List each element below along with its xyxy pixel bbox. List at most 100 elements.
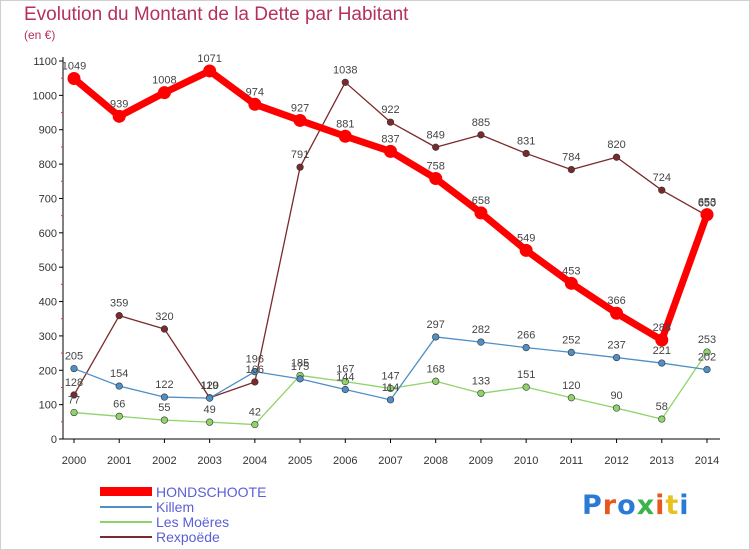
- x-tick-label: 2006: [333, 455, 357, 467]
- data-point: [203, 64, 217, 78]
- data-label: 167: [336, 364, 354, 376]
- data-point: [115, 412, 123, 420]
- x-tick-label: 2012: [604, 455, 628, 467]
- data-point: [658, 359, 666, 367]
- data-point: [384, 144, 397, 158]
- data-point: [251, 368, 259, 376]
- data-point: [296, 163, 304, 171]
- chart-title: Evolution du Montant de la Dette par Hab…: [24, 4, 409, 25]
- data-point: [67, 72, 81, 86]
- legend-swatch: [100, 505, 152, 508]
- data-label: 237: [607, 340, 625, 352]
- data-label: 366: [607, 295, 625, 307]
- y-tick-label: 200: [39, 365, 57, 377]
- data-point: [700, 208, 714, 222]
- data-label: 185: [291, 357, 309, 369]
- legend-label: Les Moëres: [156, 513, 230, 530]
- y-tick-label: 900: [39, 125, 57, 137]
- y-tick-label: 1100: [33, 56, 57, 68]
- proxiti-logo: Proxiti: [582, 490, 690, 521]
- legend-swatch: [100, 520, 152, 523]
- data-point: [206, 418, 214, 426]
- data-point: [160, 393, 169, 401]
- data-label: 120: [562, 380, 580, 392]
- logo-letter: r: [602, 490, 618, 521]
- y-tick-label: 300: [39, 331, 57, 343]
- y-tick-label: 800: [39, 159, 57, 171]
- data-label: 252: [562, 334, 580, 346]
- data-point: [612, 353, 621, 362]
- data-label: 1071: [197, 53, 221, 65]
- data-point: [115, 312, 123, 320]
- data-point: [251, 420, 259, 429]
- data-point: [474, 206, 488, 220]
- data-label: 58: [656, 401, 668, 413]
- data-label: 927: [291, 102, 309, 114]
- y-tick-label: 100: [39, 400, 57, 412]
- data-point: [610, 306, 624, 320]
- data-point: [658, 415, 666, 423]
- logo-letter: i: [655, 490, 666, 521]
- data-point: [293, 113, 307, 127]
- data-point: [341, 385, 349, 394]
- data-label: 658: [472, 195, 490, 207]
- data-point: [432, 333, 440, 341]
- data-label: 55: [158, 402, 170, 414]
- logo-letter: o: [617, 490, 637, 521]
- data-label: 175: [291, 361, 309, 373]
- data-label: 881: [336, 118, 354, 130]
- legend-item-les-moeres: Les Moëres: [100, 513, 266, 530]
- data-label: 196: [246, 354, 264, 366]
- legend: HONDSCHOOTE Killem Les Moëres Rexpoëde: [100, 484, 266, 545]
- data-label: 922: [381, 104, 399, 116]
- legend-swatch: [100, 535, 152, 538]
- data-point: [612, 404, 621, 412]
- data-label: 653: [698, 197, 716, 209]
- legend-swatch: [100, 487, 152, 496]
- data-point: [115, 382, 123, 390]
- x-tick-label: 2011: [560, 455, 584, 467]
- data-label: 133: [472, 375, 490, 387]
- y-tick-label: 700: [39, 193, 57, 205]
- data-label: 120: [200, 380, 218, 392]
- chart-subtitle: (en €): [24, 28, 56, 42]
- data-label: 144: [336, 372, 354, 384]
- data-point: [338, 129, 352, 143]
- data-point: [432, 143, 440, 151]
- data-point: [112, 109, 126, 123]
- data-labels: 128 359 320 120 166 791 1038 922 849 885 831 784 820…: [62, 53, 716, 419]
- data-label: 758: [427, 161, 445, 173]
- legend-item-rexpoede: Rexpoëde: [100, 529, 266, 545]
- x-tick-label: 2007: [378, 455, 402, 467]
- data-point: [567, 348, 575, 357]
- data-point: [386, 118, 395, 126]
- x-tick-label: 2008: [423, 455, 447, 467]
- legend-label: Killem: [156, 498, 195, 515]
- data-point: [341, 78, 349, 86]
- data-label: 820: [607, 139, 625, 151]
- data-point: [70, 364, 78, 373]
- data-label: 837: [381, 133, 399, 145]
- y-tick-label: 600: [39, 228, 57, 240]
- data-point: [655, 333, 669, 347]
- data-point: [522, 383, 530, 391]
- data-label: 49: [204, 404, 216, 416]
- data-label: 205: [65, 351, 83, 363]
- data-label: 359: [110, 298, 128, 310]
- data-label: 831: [517, 135, 535, 147]
- data-point: [477, 389, 485, 397]
- data-label: 849: [427, 129, 445, 141]
- data-point: [160, 416, 169, 424]
- data-point: [70, 408, 78, 417]
- data-point: [522, 343, 530, 352]
- data-point: [160, 325, 169, 333]
- data-label: 66: [113, 398, 125, 410]
- data-label: 221: [653, 345, 671, 357]
- data-label: 168: [427, 363, 445, 375]
- data-point: [251, 378, 259, 386]
- y-tick-label: 1000: [33, 90, 57, 102]
- data-point: [612, 153, 621, 161]
- data-point: [206, 394, 214, 402]
- data-label: 282: [472, 324, 490, 336]
